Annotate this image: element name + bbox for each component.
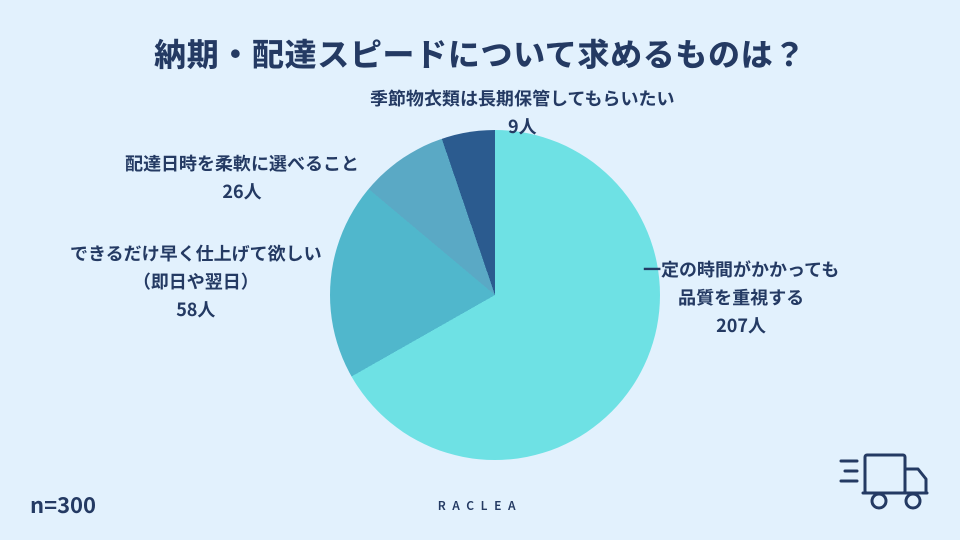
slice-label-0: 一定の時間がかかっても品質を重視する207人 (643, 256, 839, 340)
pie-graphic (330, 130, 660, 460)
chart-title: 納期・配達スピードについて求めるものは？ (0, 30, 960, 76)
slice-label-2: 配達日時を柔軟に選べること26人 (125, 150, 359, 206)
infographic-canvas: 納期・配達スピードについて求めるものは？ 一定の時間がかかっても品質を重視する2… (0, 0, 960, 540)
pie-chart (330, 130, 660, 460)
truck-icon (835, 447, 930, 520)
slice-label-1: できるだけ早く仕上げて欲しい（即日や翌日）58人 (70, 240, 322, 324)
slice-label-3: 季節物衣類は長期保管してもらいたい9人 (370, 85, 675, 141)
brand-name: RACLEA (0, 497, 960, 514)
